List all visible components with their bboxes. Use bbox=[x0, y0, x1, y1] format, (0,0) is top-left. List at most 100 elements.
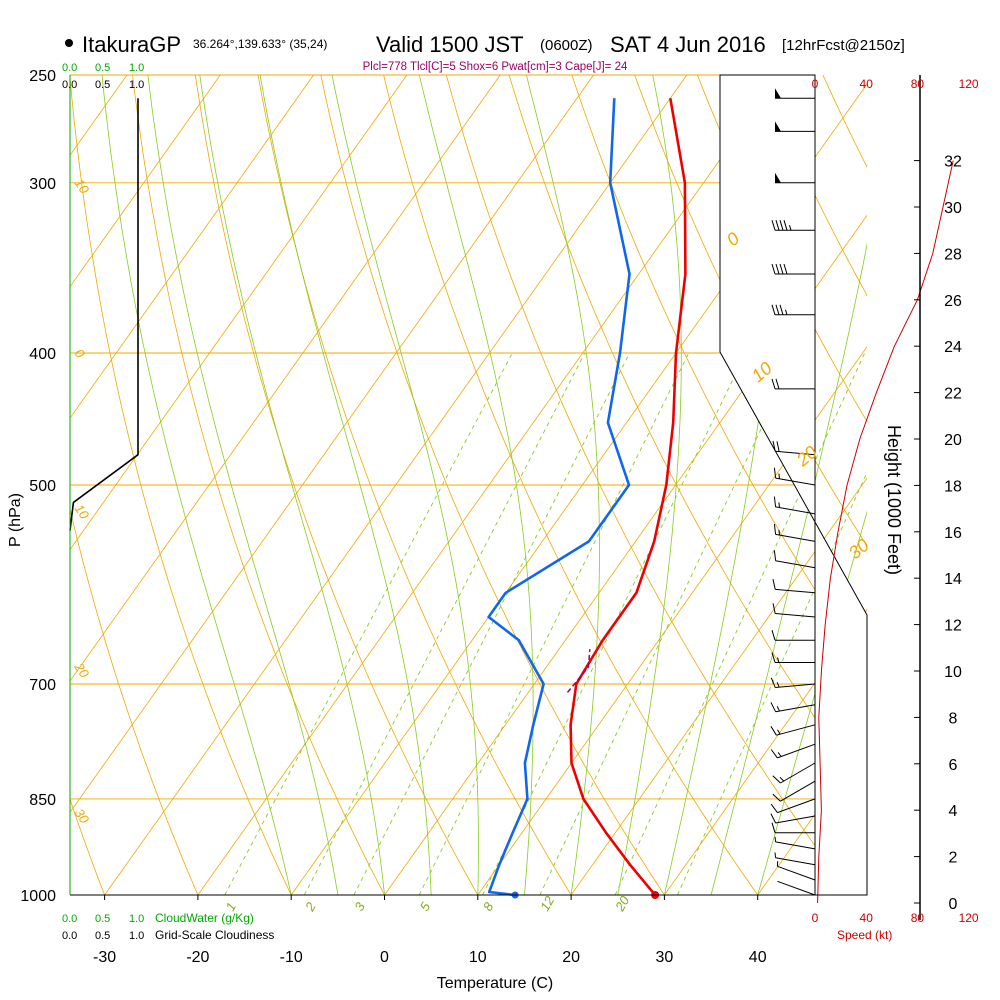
wind-barb-staff bbox=[775, 613, 816, 618]
wind-barb-half bbox=[779, 777, 785, 782]
dry-adiabat-line bbox=[70, 75, 292, 895]
wind-barb-full bbox=[772, 603, 776, 614]
wind-barb-staff bbox=[775, 857, 816, 866]
wind-barb-staff bbox=[775, 506, 816, 515]
wind-barb-full bbox=[771, 378, 776, 390]
moist-adiabat-line bbox=[259, 75, 432, 895]
moist-adiabat-line bbox=[710, 242, 867, 895]
isotherm-line bbox=[70, 75, 221, 288]
station-marker-icon bbox=[65, 39, 73, 47]
pressure-axis: 250 300 400 500 700 850 1000 bbox=[20, 68, 56, 905]
pressure-tick-label: 850 bbox=[29, 792, 56, 809]
wind-barb-full bbox=[775, 263, 780, 275]
cl-top-1: 0.5 bbox=[95, 79, 110, 91]
height-tick-label: 28 bbox=[944, 246, 962, 263]
wind-barb-full bbox=[776, 441, 780, 452]
wind-barb bbox=[773, 550, 816, 569]
speed-tick-label-bottom: 0 bbox=[812, 911, 819, 925]
height-tick-label: 20 bbox=[944, 432, 962, 449]
wind-barbs bbox=[770, 88, 816, 896]
pressure-tick-label: 1000 bbox=[20, 888, 56, 905]
wind-barb-full bbox=[773, 467, 777, 479]
top-cloudiness-scale: 0.0 0.5 1.0 bbox=[62, 79, 144, 91]
wind-barb bbox=[775, 172, 815, 184]
mixing-ratio-line bbox=[353, 352, 631, 895]
cloudiness-profile-line bbox=[69, 98, 139, 531]
wind-barb-staff bbox=[775, 477, 816, 486]
height-tick-label: 6 bbox=[949, 757, 958, 774]
speed-axis-title: Speed (kt) bbox=[837, 928, 892, 942]
height-tick-label: 2 bbox=[949, 850, 958, 867]
wind-speed-line bbox=[817, 160, 954, 904]
dry-adiabat-line bbox=[194, 75, 479, 895]
height-tick-label: 22 bbox=[944, 386, 962, 403]
x-tick-label: 0 bbox=[380, 949, 389, 966]
cl-bot-1: 0.5 bbox=[95, 930, 110, 942]
wind-barb-staff bbox=[775, 815, 816, 824]
dry-adiabat-line bbox=[383, 75, 759, 895]
dry-adiabat-line bbox=[70, 798, 105, 895]
wind-speed-profile bbox=[817, 160, 954, 904]
sounding-profiles bbox=[69, 97, 687, 899]
wind-barb-full bbox=[770, 677, 776, 688]
cw-top-1: 0.5 bbox=[95, 62, 110, 74]
wind-barb-full bbox=[779, 304, 784, 315]
wind-barb-staff bbox=[775, 533, 816, 542]
wind-barb-full bbox=[771, 822, 776, 833]
wind-barb-half bbox=[778, 529, 780, 536]
wind-barb bbox=[770, 813, 816, 824]
x-tick-label: 30 bbox=[656, 949, 674, 966]
wind-barb-staff bbox=[775, 588, 816, 594]
y-axis-title: P (hPa) bbox=[7, 493, 24, 547]
forecast-info: [12hrFcst@2150z] bbox=[782, 37, 905, 54]
speed-tick-label-top: 120 bbox=[959, 77, 979, 91]
wind-barb-staff bbox=[780, 762, 816, 784]
wind-barb-full bbox=[770, 702, 777, 712]
pressure-tick-label: 300 bbox=[29, 176, 56, 193]
wind-barb-half bbox=[778, 502, 780, 508]
x-tick-label: -10 bbox=[280, 949, 303, 966]
height-axis-title: Height (1000 Feet) bbox=[884, 425, 904, 575]
x-tick-label: 40 bbox=[749, 949, 767, 966]
x-tick-label: -20 bbox=[186, 949, 209, 966]
speed-tick-label-bottom: 40 bbox=[860, 911, 874, 925]
station-name: ItakuraGP bbox=[82, 32, 181, 57]
wind-barb-full bbox=[771, 220, 776, 231]
wind-barb bbox=[770, 677, 816, 688]
dry-adiabat-line bbox=[508, 75, 867, 794]
wind-barb-staff bbox=[775, 450, 816, 456]
mixing-ratio-line bbox=[614, 352, 866, 895]
wind-barb-staff bbox=[777, 865, 816, 881]
wind-barb-full bbox=[773, 496, 777, 507]
pressure-tick-label: 500 bbox=[29, 478, 56, 495]
station-location: 36.264°,139.633° (35,24) bbox=[193, 37, 327, 51]
pressure-tick-label: 400 bbox=[29, 346, 56, 363]
height-tick-label: 4 bbox=[949, 803, 958, 820]
cw-top-2: 1.0 bbox=[129, 62, 144, 74]
wind-barb-staff bbox=[775, 560, 816, 569]
moist-adiabat-line bbox=[331, 75, 479, 895]
wind-barb-staff bbox=[775, 683, 816, 688]
wind-barb-full bbox=[773, 524, 777, 535]
cl-legend-label: Grid-Scale Cloudiness bbox=[155, 928, 274, 942]
wind-barb bbox=[771, 220, 815, 231]
cw-bot-0: 0.0 bbox=[62, 913, 77, 925]
wind-barb-full bbox=[772, 578, 776, 590]
wind-barb bbox=[775, 121, 815, 132]
moist-adiabat-line bbox=[199, 75, 385, 895]
height-tick-label: 14 bbox=[944, 571, 962, 588]
x-tick-label: -30 bbox=[93, 949, 116, 966]
mixing-ratio-line bbox=[224, 352, 513, 895]
mixing-ratio-line bbox=[677, 471, 867, 895]
wind-barb-full bbox=[779, 220, 784, 231]
wind-barb bbox=[771, 630, 815, 641]
wind-barb bbox=[773, 467, 816, 486]
wind-barb bbox=[772, 762, 816, 784]
wind-barb-full bbox=[779, 263, 784, 275]
cw-top-0: 0.0 bbox=[62, 62, 77, 74]
height-tick-label: 18 bbox=[944, 478, 962, 495]
stability-indices: Plcl=778 Tlcl[C]=5 Shox=6 Pwat[cm]=3 Cap… bbox=[363, 61, 628, 73]
pressure-tick-label: 250 bbox=[29, 68, 56, 85]
mixing-ratio-line bbox=[304, 352, 586, 895]
